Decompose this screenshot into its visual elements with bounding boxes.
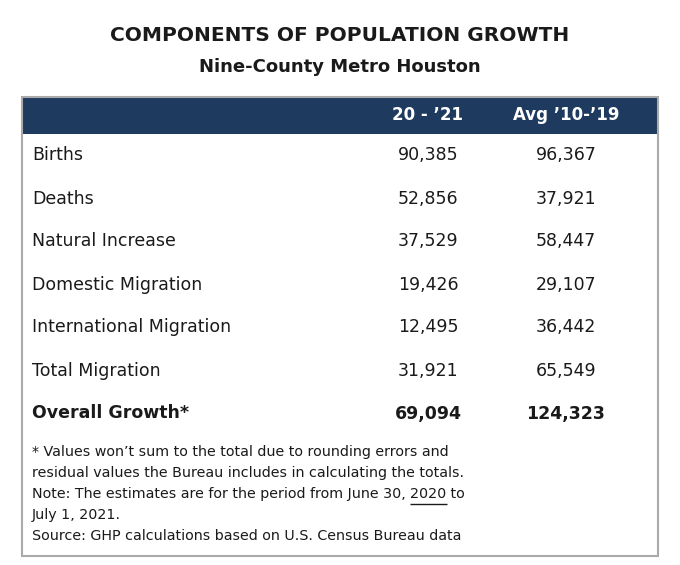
Text: COMPONENTS OF POPULATION GROWTH: COMPONENTS OF POPULATION GROWTH [110, 26, 570, 45]
Text: residual values the Bureau includes in calculating the totals.: residual values the Bureau includes in c… [32, 466, 464, 480]
Text: 12,495: 12,495 [398, 319, 458, 337]
Text: 52,856: 52,856 [398, 189, 458, 207]
Bar [22, 97, 658, 556]
Text: 2020: 2020 [410, 487, 447, 501]
Bar [22, 97, 658, 134]
Text: International Migration: International Migration [32, 319, 231, 337]
Text: Overall Growth*: Overall Growth* [32, 405, 189, 423]
Text: Avg ’10-’19: Avg ’10-’19 [513, 106, 619, 124]
Text: 37,921: 37,921 [536, 189, 596, 207]
Text: Deaths: Deaths [32, 189, 94, 207]
Text: Nine-County Metro Houston: Nine-County Metro Houston [199, 58, 481, 76]
Text: 65,549: 65,549 [536, 362, 596, 380]
Text: 58,447: 58,447 [536, 233, 596, 250]
Text: 37,529: 37,529 [398, 233, 458, 250]
Text: Domestic Migration: Domestic Migration [32, 276, 202, 293]
Text: 19,426: 19,426 [398, 276, 458, 293]
Text: 96,367: 96,367 [536, 146, 596, 164]
Text: Note: The estimates are for the period from June 30,: Note: The estimates are for the period f… [32, 487, 410, 501]
Text: 90,385: 90,385 [398, 146, 458, 164]
Text: Births: Births [32, 146, 83, 164]
Text: Source: GHP calculations based on U.S. Census Bureau data: Source: GHP calculations based on U.S. C… [32, 529, 461, 543]
Text: to: to [447, 487, 465, 501]
Text: 29,107: 29,107 [536, 276, 596, 293]
Text: 36,442: 36,442 [536, 319, 596, 337]
Text: Natural Increase: Natural Increase [32, 233, 176, 250]
Text: Total Migration: Total Migration [32, 362, 160, 380]
Text: July 1, 2021.: July 1, 2021. [32, 508, 121, 522]
Text: 31,921: 31,921 [398, 362, 458, 380]
Text: 69,094: 69,094 [394, 405, 462, 423]
Text: 20 - ’21: 20 - ’21 [392, 106, 464, 124]
Text: * Values won’t sum to the total due to rounding errors and: * Values won’t sum to the total due to r… [32, 445, 449, 459]
Text: 124,323: 124,323 [526, 405, 605, 423]
